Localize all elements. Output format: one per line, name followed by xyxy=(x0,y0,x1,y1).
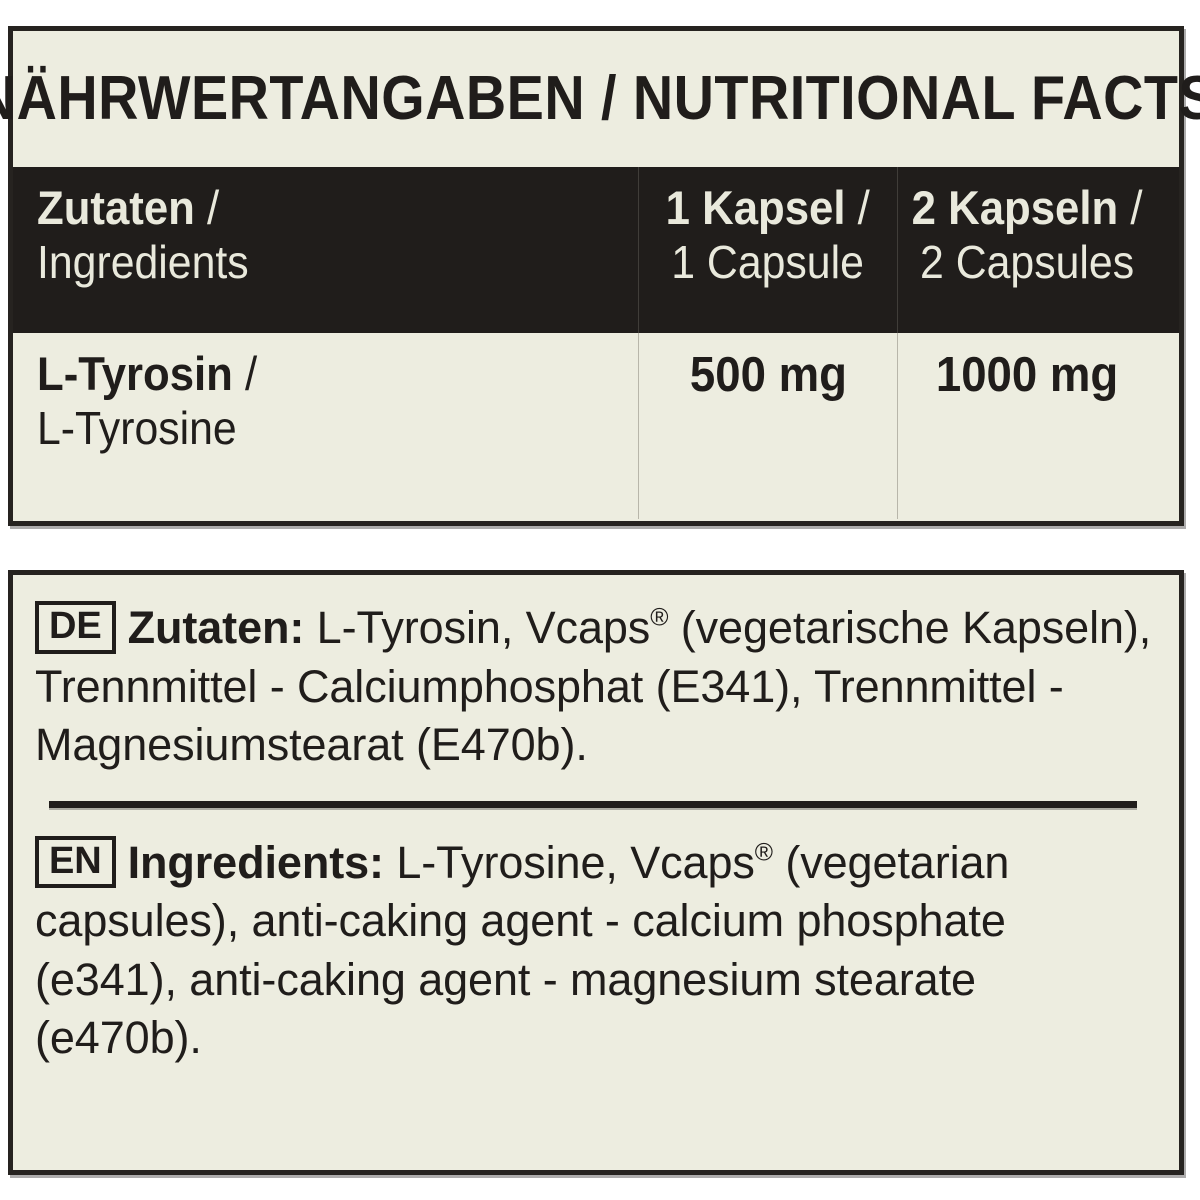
header-two-capsules-en: 2 Capsules xyxy=(919,235,1135,288)
ingredients-text-en-part2: (vegetarian capsules), anti-caking agent… xyxy=(35,836,1010,1064)
row-name-en: L-Tyrosine xyxy=(37,401,237,454)
table-header-row: Zutaten / Ingredients 1 Kapsel / 1 Capsu… xyxy=(13,167,1179,333)
row-name-slash: / xyxy=(245,347,258,400)
row-cell-name: L-Tyrosin / L-Tyrosine xyxy=(13,333,638,519)
registered-trademark-icon-en: ® xyxy=(754,839,773,867)
header-one-capsule-de: 1 Kapsel xyxy=(665,181,846,234)
header-one-capsule-de-line: 1 Kapsel / xyxy=(666,181,870,236)
row-name-de-line: L-Tyrosin / xyxy=(37,347,596,402)
header-ingredients-en: Ingredients xyxy=(37,235,249,288)
row-cell-two-capsules-value: 1000 mg xyxy=(897,333,1156,519)
ingredients-block-en: EN Ingredients: L-Tyrosine, Vcaps® (veget… xyxy=(35,834,1153,1068)
nutritional-facts-panel: NÄHRWERTANGABEN / NUTRITIONAL FACTS Zuta… xyxy=(0,26,1200,526)
header-two-capsules-slash: / xyxy=(1130,181,1143,234)
ingredients-text-de-part1: L-Tyrosin, Vcaps xyxy=(304,602,651,653)
header-one-capsule-en: 1 Capsule xyxy=(671,235,865,288)
header-two-capsules-de-line: 2 Kapseln / xyxy=(912,181,1143,236)
header-ingredients-de: Zutaten xyxy=(37,181,195,234)
header-ingredients-de-line: Zutaten / xyxy=(37,181,596,236)
row-cell-one-capsule-value: 500 mg xyxy=(638,333,897,519)
ingredients-text-de-part2: (vegetarische Kapseln), Trennmittel - Ca… xyxy=(35,602,1152,770)
header-ingredients-slash: / xyxy=(206,181,220,234)
language-badge-en: EN xyxy=(35,835,116,889)
header-cell-one-capsule: 1 Kapsel / 1 Capsule xyxy=(638,167,897,333)
header-one-capsule-slash: / xyxy=(857,181,871,234)
table-row: L-Tyrosin / L-Tyrosine 500 mg 1000 mg xyxy=(13,333,1179,519)
ingredients-inner: DE Zutaten: L-Tyrosin, Vcaps® (vegetarisc… xyxy=(13,575,1179,1068)
header-cell-ingredients: Zutaten / Ingredients xyxy=(13,167,638,333)
language-badge-de: DE xyxy=(35,601,116,654)
row-value-two-capsules: 1000 mg xyxy=(935,348,1119,402)
ingredients-text-en-part1: L-Tyrosine, Vcaps xyxy=(383,836,755,888)
section-divider xyxy=(49,800,1137,808)
nutrition-table: Zutaten / Ingredients 1 Kapsel / 1 Capsu… xyxy=(13,167,1179,519)
header-two-capsules-de: 2 Kapseln xyxy=(911,181,1119,234)
panel-title-text: NÄHRWERTANGABEN / NUTRITIONAL FACTS xyxy=(0,64,1200,133)
ingredients-label-en: Ingredients: xyxy=(127,836,384,888)
header-cell-two-capsules: 2 Kapseln / 2 Capsules xyxy=(897,167,1156,333)
row-name-de: L-Tyrosin xyxy=(37,347,233,400)
ingredients-label-de: Zutaten: xyxy=(127,602,305,653)
ingredients-panel: DE Zutaten: L-Tyrosin, Vcaps® (vegetarisc… xyxy=(8,570,1184,1175)
ingredients-block-de: DE Zutaten: L-Tyrosin, Vcaps® (vegetarisc… xyxy=(35,599,1153,775)
registered-trademark-icon: ® xyxy=(650,604,669,632)
row-value-one-capsule: 500 mg xyxy=(689,348,847,402)
panel-title: NÄHRWERTANGABEN / NUTRITIONAL FACTS xyxy=(0,31,1200,167)
